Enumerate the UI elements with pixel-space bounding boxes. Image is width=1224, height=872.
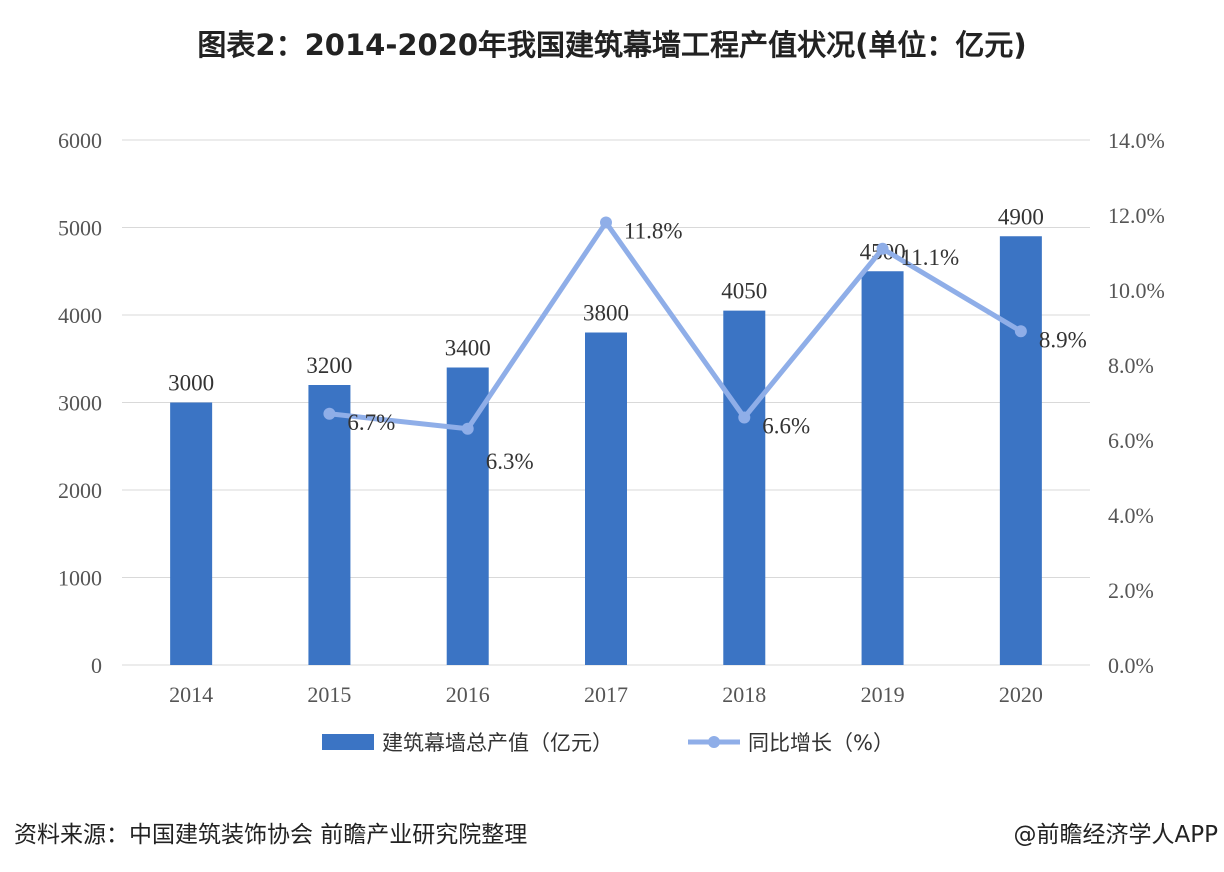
- line-data-label: 11.1%: [901, 245, 960, 270]
- legend-bar-swatch: [322, 734, 374, 750]
- line-data-label: 8.9%: [1039, 327, 1087, 352]
- y-right-tick-label: 0.0%: [1108, 653, 1154, 678]
- growth-point: [1014, 325, 1027, 338]
- y-left-tick-label: 1000: [58, 566, 102, 591]
- bar-data-label: 3800: [583, 301, 629, 326]
- bar: [585, 332, 627, 665]
- x-tick-label: 2014: [169, 682, 213, 707]
- y-right-tick-label: 12.0%: [1108, 203, 1165, 228]
- growth-point: [323, 407, 336, 420]
- y-left-tick-label: 3000: [58, 391, 102, 416]
- y-right-tick-label: 4.0%: [1108, 503, 1154, 528]
- bar-data-label: 3200: [306, 353, 352, 378]
- x-tick-label: 2019: [861, 682, 905, 707]
- legend-bar-label: 建筑幕墙总产值（亿元）: [382, 731, 613, 755]
- bar: [999, 236, 1042, 665]
- y-right-tick-label: 2.0%: [1108, 578, 1154, 603]
- line-data-label: 6.6%: [762, 414, 810, 439]
- y-left-tick-label: 5000: [58, 216, 102, 241]
- x-tick-label: 2015: [307, 682, 351, 707]
- x-tick-label: 2017: [584, 682, 628, 707]
- y-left-tick-label: 2000: [58, 478, 102, 503]
- line-data-label: 6.7%: [347, 410, 395, 435]
- bar: [861, 271, 904, 665]
- bar-data-label: 3000: [168, 371, 214, 396]
- x-tick-label: 2018: [722, 682, 766, 707]
- chart: 0 1000 2000 3000 4000 5000 6000 0.0% 2.0% 4.0% 6.0…: [58, 128, 1165, 755]
- bar-data-label: 4050: [721, 279, 767, 304]
- growth-line: [329, 220, 1023, 432]
- legend-line-label: 同比增长（%）: [748, 731, 894, 755]
- bar-data-label: 4900: [998, 204, 1044, 229]
- source-note: 资料来源：中国建筑装饰协会 前瞻产业研究院整理: [14, 822, 528, 848]
- bar-data-label: 3400: [445, 336, 491, 361]
- line-data-label: 6.3%: [486, 449, 534, 474]
- y-right-tick-label: 10.0%: [1108, 278, 1165, 303]
- bar: [446, 367, 489, 665]
- y-right-tick-label: 14.0%: [1108, 128, 1165, 153]
- y-right-tick-label: 6.0%: [1108, 428, 1154, 453]
- legend-line-marker: [708, 736, 720, 748]
- growth-point: [876, 242, 889, 255]
- x-tick-label: 2020: [999, 682, 1043, 707]
- bar: [170, 402, 213, 665]
- credit: @前瞻经济学人APP: [1013, 822, 1218, 848]
- y-left-tick-label: 4000: [58, 303, 102, 328]
- bar: [308, 385, 351, 665]
- growth-point: [461, 422, 474, 435]
- line-data-label: 11.8%: [624, 219, 683, 244]
- growth-point: [738, 411, 751, 424]
- bar: [723, 310, 766, 665]
- y-right-tick-label: 8.0%: [1108, 353, 1154, 378]
- y-left-tick-label: 6000: [58, 128, 102, 153]
- growth-point: [600, 216, 612, 229]
- chart-title: 图表2：2014-2020年我国建筑幕墙工程产值状况(单位：亿元): [197, 28, 1027, 62]
- x-tick-label: 2016: [446, 682, 490, 707]
- y-left-tick-label: 0: [91, 653, 102, 678]
